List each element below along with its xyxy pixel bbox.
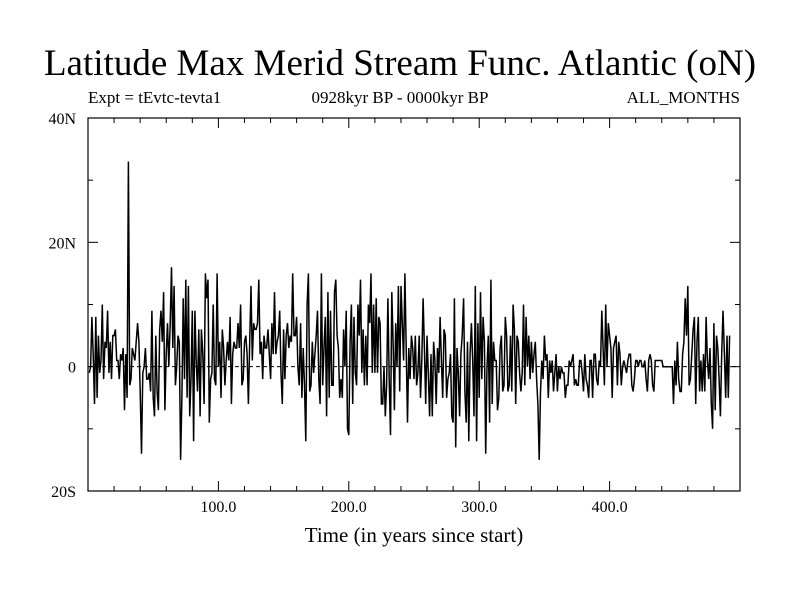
months-label: ALL_MONTHS bbox=[626, 88, 740, 107]
tick-labels: 100.0 200.0 300.0 400.0 20S 0 20N 40N bbox=[48, 111, 627, 516]
x-tick-label: 100.0 bbox=[200, 499, 236, 516]
x-tick-label: 300.0 bbox=[461, 499, 497, 516]
y-tick-label: 40N bbox=[48, 111, 76, 128]
y-tick-label: 20S bbox=[51, 484, 76, 501]
time-range-label: 0928kyr BP - 0000kyr BP bbox=[311, 88, 489, 107]
y-tick-label: 0 bbox=[68, 360, 76, 377]
x-tick-label: 200.0 bbox=[331, 499, 367, 516]
plot-frame bbox=[87, 117, 741, 492]
axis-ticks bbox=[88, 118, 740, 491]
chart-title: Latitude Max Merid Stream Func. Atlantic… bbox=[43, 43, 757, 84]
y-tick-label: 20N bbox=[48, 235, 76, 252]
x-tick-label: 400.0 bbox=[592, 499, 628, 516]
x-axis-label: Time (in years since start) bbox=[305, 523, 524, 547]
series-line bbox=[88, 161, 731, 460]
experiment-label: Expt = tEvtc-tevta1 bbox=[88, 88, 222, 107]
